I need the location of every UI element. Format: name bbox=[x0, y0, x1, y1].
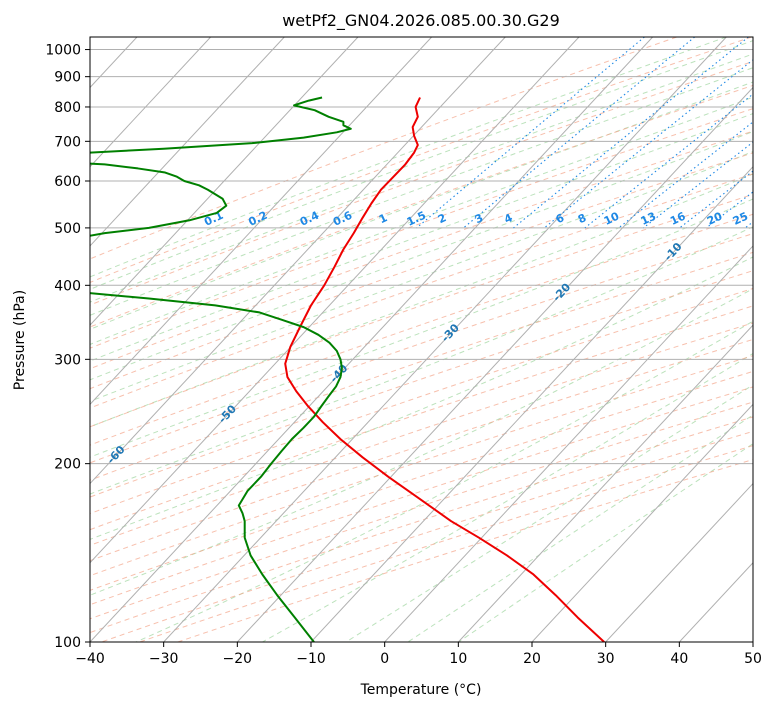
y-tick-label: 1000 bbox=[45, 43, 81, 59]
isotherm-line bbox=[236, 86, 753, 642]
moist-adiabat bbox=[90, 150, 753, 402]
dry-adiabat bbox=[90, 130, 753, 370]
dry-adiabat bbox=[90, 355, 753, 577]
moist-adiabat bbox=[90, 113, 753, 362]
mixing-ratio-lines bbox=[416, 37, 753, 229]
isotherm-line bbox=[384, 245, 753, 642]
dry-adiabat bbox=[90, 173, 753, 409]
x-tick-label: −30 bbox=[149, 651, 179, 667]
isotherm-grid bbox=[90, 37, 753, 642]
y-tick-label: 800 bbox=[54, 100, 81, 116]
dry-adiabat bbox=[90, 338, 753, 562]
isotherm-line bbox=[163, 37, 727, 642]
dry-adiabat bbox=[90, 251, 753, 481]
dry-adiabats bbox=[90, 37, 753, 642]
mixing-ratio-line bbox=[543, 59, 753, 229]
plot-frame bbox=[89, 36, 754, 643]
dry-adiabat bbox=[90, 84, 753, 328]
mixing-ratio-line bbox=[463, 37, 696, 229]
y-tick-label: 500 bbox=[54, 221, 81, 237]
isotherm-line bbox=[457, 324, 753, 642]
isotherm-line bbox=[310, 165, 753, 642]
chart-title: wetPf2_GN04.2026.085.00.30.G29 bbox=[282, 11, 560, 31]
isotherm-line bbox=[90, 37, 506, 485]
x-tick-label: 40 bbox=[670, 651, 688, 667]
y-axis-title: Pressure (hPa) bbox=[12, 290, 28, 390]
profile-series bbox=[90, 96, 605, 642]
y-tick-label: 600 bbox=[54, 174, 81, 190]
mixing-ratio-label: 13 bbox=[639, 210, 658, 228]
moist-adiabat bbox=[90, 198, 753, 458]
x-tick-label: 30 bbox=[597, 651, 615, 667]
moist-adiabat bbox=[90, 81, 753, 330]
y-tick-label: 900 bbox=[54, 70, 81, 86]
x-tick-label: −10 bbox=[296, 651, 326, 667]
y-tick-label: 100 bbox=[54, 635, 81, 651]
mixing-ratio-line bbox=[416, 37, 645, 229]
moist-adiabat bbox=[90, 256, 753, 540]
dry-adiabat bbox=[90, 108, 753, 349]
dry-adiabat bbox=[90, 416, 753, 634]
mixing-ratio-label: 16 bbox=[668, 209, 688, 227]
y-tick-label: 300 bbox=[54, 352, 81, 368]
moist-adiabat bbox=[90, 53, 753, 303]
isotherm-line bbox=[90, 37, 212, 168]
moist-adiabat bbox=[90, 226, 753, 495]
mixing-ratio-label: 10 bbox=[602, 209, 622, 227]
moist-adiabat bbox=[90, 40, 753, 290]
plot-area: -100-90-80-70-60-50-40-30-20-10010203040… bbox=[90, 37, 753, 642]
dry-adiabat bbox=[90, 233, 753, 464]
mixing-ratio-line bbox=[584, 93, 753, 229]
isotherm-line bbox=[90, 37, 654, 642]
temperature-profile bbox=[284, 97, 605, 642]
x-tick-label: −40 bbox=[75, 651, 105, 667]
moist-adiabat bbox=[90, 173, 753, 428]
y-axis-ticks: 100 200 300 400 500 600 700 800 900 1000 bbox=[45, 43, 90, 651]
isotherm-line bbox=[90, 37, 359, 326]
y-tick-label: 400 bbox=[54, 278, 81, 294]
dry-adiabat bbox=[90, 386, 753, 606]
dry-adiabat bbox=[90, 152, 753, 390]
x-axis-ticks: −40 −30 −20 −10 0 10 20 30 40 50 bbox=[75, 642, 762, 667]
isotherm-line bbox=[605, 482, 753, 642]
x-tick-label: 0 bbox=[380, 651, 389, 667]
mixing-ratio-line bbox=[618, 121, 753, 229]
dewpoint-profile bbox=[90, 96, 352, 642]
moist-adiabat bbox=[345, 384, 753, 642]
x-axis-title: Temperature (°C) bbox=[360, 682, 482, 698]
isotherm-line bbox=[90, 37, 580, 564]
mixing-ratio-line bbox=[679, 170, 753, 229]
dry-adiabat bbox=[139, 445, 753, 642]
isotherm-line bbox=[90, 37, 285, 247]
isotherm-line bbox=[90, 37, 433, 406]
x-tick-label: 10 bbox=[449, 651, 467, 667]
mixing-ratio-label: 20 bbox=[705, 209, 725, 227]
x-tick-label: −20 bbox=[223, 651, 253, 667]
y-tick-label: 200 bbox=[54, 457, 81, 473]
isotherm-line bbox=[531, 403, 753, 642]
dry-adiabat bbox=[90, 305, 753, 531]
mixing-ratio-line bbox=[513, 37, 749, 229]
moist-adiabat bbox=[90, 67, 753, 316]
x-tick-label: 50 bbox=[744, 651, 762, 667]
moist-adiabat bbox=[90, 96, 753, 345]
dry-adiabat bbox=[90, 60, 753, 306]
y-tick-label: 700 bbox=[54, 134, 81, 150]
mixing-ratio-label: 25 bbox=[731, 210, 750, 228]
x-tick-label: 20 bbox=[523, 651, 541, 667]
